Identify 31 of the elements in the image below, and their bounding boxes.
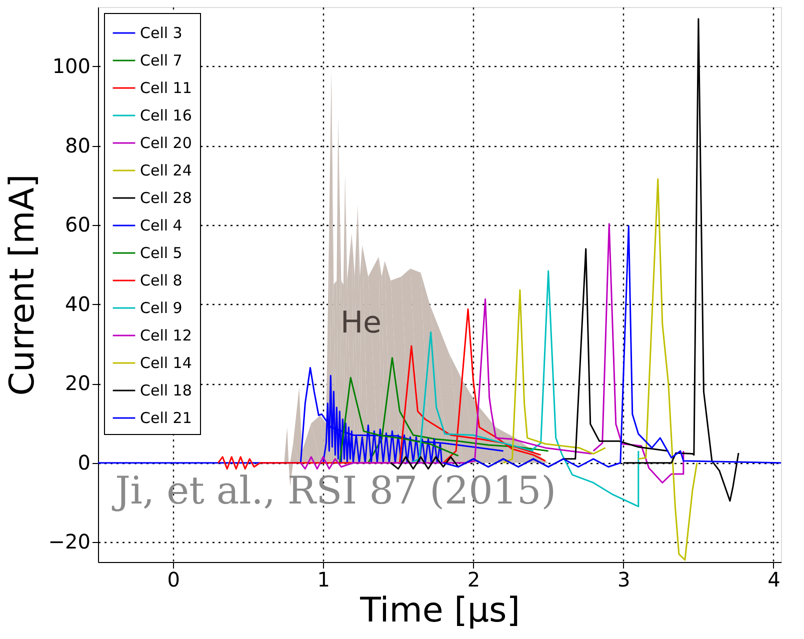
legend-label: Cell 9 xyxy=(140,299,182,317)
legend-label: Cell 14 xyxy=(140,354,192,372)
x-tick-label: 1 xyxy=(317,568,330,592)
legend-label: Cell 7 xyxy=(140,52,182,70)
x-tick-label: 3 xyxy=(618,568,630,592)
legend-label: Cell 4 xyxy=(140,216,182,234)
legend-label: Cell 21 xyxy=(140,409,192,427)
legend-label: Cell 28 xyxy=(140,189,192,207)
y-tick-label: 0 xyxy=(78,450,90,474)
legend-label: Cell 20 xyxy=(140,134,192,152)
y-tick-label: −20 xyxy=(48,530,90,554)
legend-label: Cell 5 xyxy=(140,244,182,262)
y-axis-title: Current [mA] xyxy=(2,174,42,396)
y-tick-label: 20 xyxy=(65,371,90,396)
legend-label: Cell 12 xyxy=(140,326,192,344)
x-tick-label: 4 xyxy=(768,568,780,592)
y-tick-label: 80 xyxy=(65,133,90,158)
x-axis-title: Time [μs] xyxy=(359,590,520,630)
legend-label: Cell 11 xyxy=(140,79,192,97)
legend-label: Cell 16 xyxy=(140,106,192,124)
series-label: He xyxy=(340,305,382,340)
y-tick-label: 100 xyxy=(52,54,90,78)
x-tick-label: 2 xyxy=(467,568,480,592)
y-tick-label: 60 xyxy=(65,212,90,237)
annotation: Ji, et al., RSI 87 (2015) xyxy=(111,468,556,513)
legend-label: Cell 8 xyxy=(140,272,182,290)
legend-label: Cell 18 xyxy=(140,382,192,400)
legend-label: Cell 3 xyxy=(140,24,182,42)
x-tick-label: 0 xyxy=(167,568,180,592)
legend-label: Cell 24 xyxy=(140,162,192,180)
y-tick-label: 40 xyxy=(65,292,90,316)
